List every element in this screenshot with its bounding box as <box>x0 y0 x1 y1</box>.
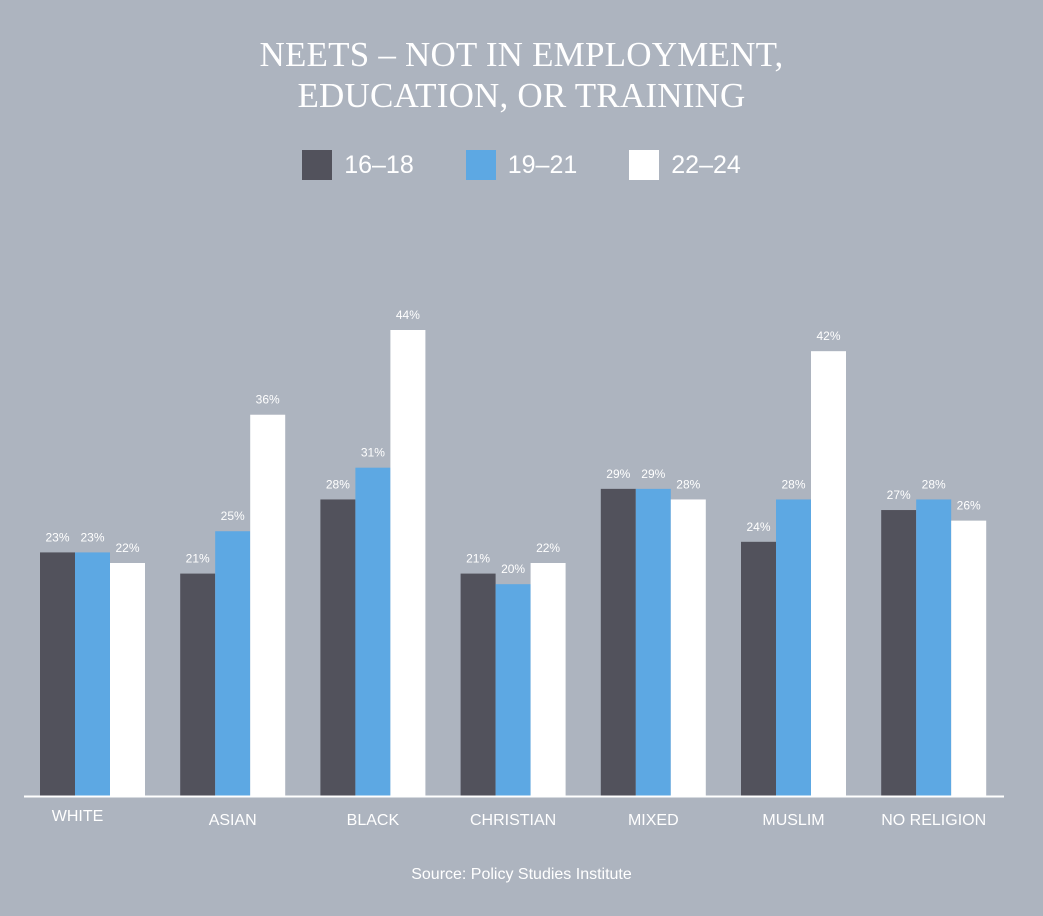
bar-mixed-19-21 <box>635 488 671 796</box>
data-label-white-19-21: 23% <box>80 530 104 544</box>
legend-swatch-19-21 <box>465 150 496 180</box>
legend-label-19-21: 19–21 <box>507 150 578 179</box>
legend-label-22-24: 22–24 <box>671 150 741 179</box>
data-label-no-religion-22-24: 26% <box>957 499 981 513</box>
x-tick-label-muslim: MUSLIM <box>762 812 824 829</box>
chart-title: NEETS – NOT IN EMPLOYMENT, EDUCATION, OR… <box>0 34 1043 116</box>
bar-black-19-21 <box>355 467 391 796</box>
bar-group-asian: 21% 25% 36% <box>180 393 286 796</box>
bar-muslim-19-21 <box>776 499 811 796</box>
legend-item-22-24: 22–24 <box>629 150 741 180</box>
legend-swatch-22-24 <box>629 150 660 180</box>
x-tick-label-no-religion: NO RELIGION <box>881 812 986 829</box>
bar-white-16-18 <box>40 552 75 796</box>
source-note: Source: Policy Studies Institute <box>411 866 632 883</box>
bar-muslim-22-24 <box>811 351 846 796</box>
legend-label-16-18: 16–18 <box>344 150 414 179</box>
data-label-black-22-24: 44% <box>396 308 420 322</box>
bar-asian-16-18 <box>180 573 216 796</box>
bar-group-mixed: 29% 29% 28% <box>600 467 706 796</box>
x-tick-label-black: BLACK <box>347 812 400 829</box>
bar-christian-16-18 <box>460 573 496 796</box>
data-label-muslim-19-21: 28% <box>781 477 805 491</box>
bar-mixed-22-24 <box>670 499 706 796</box>
bar-christian-19-21 <box>495 584 531 796</box>
data-label-muslim-22-24: 42% <box>816 329 840 343</box>
bar-white-22-24 <box>110 563 145 796</box>
data-label-mixed-19-21: 29% <box>641 467 665 481</box>
chart-title-line-1: NEETS – NOT IN EMPLOYMENT, <box>259 35 784 74</box>
data-label-asian-16-18: 21% <box>186 552 210 566</box>
bar-no-religion-22-24 <box>951 520 987 796</box>
data-label-no-religion-16-18: 27% <box>887 488 911 502</box>
bar-group-white: 23% 23% 22% <box>40 530 145 796</box>
data-label-white-22-24: 22% <box>115 541 139 555</box>
chart-title-line-2: EDUCATION, OR TRAINING <box>297 76 746 115</box>
bar-christian-22-24 <box>530 563 566 796</box>
data-label-asian-19-21: 25% <box>221 509 245 523</box>
bar-white-19-21 <box>75 552 110 796</box>
x-tick-label-christian: CHRISTIAN <box>470 812 556 829</box>
data-label-mixed-22-24: 28% <box>676 477 700 491</box>
legend: 16–18 19–21 22–24 <box>0 150 1043 180</box>
bar-group-black: 28% 31% 44% <box>320 308 426 796</box>
bar-group-muslim: 24% 28% 42% <box>741 329 846 796</box>
bar-no-religion-19-21 <box>916 499 952 796</box>
data-label-black-19-21: 31% <box>361 446 385 460</box>
data-label-christian-19-21: 20% <box>501 562 525 576</box>
legend-item-16-18: 16–18 <box>302 150 414 180</box>
x-tick-label-asian: ASIAN <box>209 812 257 829</box>
bar-muslim-16-18 <box>741 541 776 796</box>
bar-group-christian: 21% 20% 22% <box>460 541 566 796</box>
bar-asian-19-21 <box>215 531 251 796</box>
bar-no-religion-16-18 <box>881 510 917 796</box>
x-tick-label-white: WHITE <box>52 808 104 825</box>
legend-item-19-21: 19–21 <box>465 150 578 180</box>
bar-black-22-24 <box>390 330 426 796</box>
bar-mixed-16-18 <box>600 488 636 796</box>
data-label-no-religion-19-21: 28% <box>922 477 946 491</box>
legend-swatch-16-18 <box>302 150 333 180</box>
data-label-black-16-18: 28% <box>326 477 350 491</box>
data-label-christian-22-24: 22% <box>536 541 560 555</box>
data-label-mixed-16-18: 29% <box>606 467 630 481</box>
bar-asian-22-24 <box>250 414 286 796</box>
data-label-muslim-16-18: 24% <box>746 520 770 534</box>
data-label-asian-22-24: 36% <box>256 393 280 407</box>
data-label-christian-16-18: 21% <box>466 552 490 566</box>
x-tick-label-mixed: MIXED <box>628 812 679 829</box>
data-label-white-16-18: 23% <box>45 530 69 544</box>
bar-group-no-religion: 27% 28% 26% <box>881 477 987 796</box>
bar-black-16-18 <box>320 499 356 796</box>
